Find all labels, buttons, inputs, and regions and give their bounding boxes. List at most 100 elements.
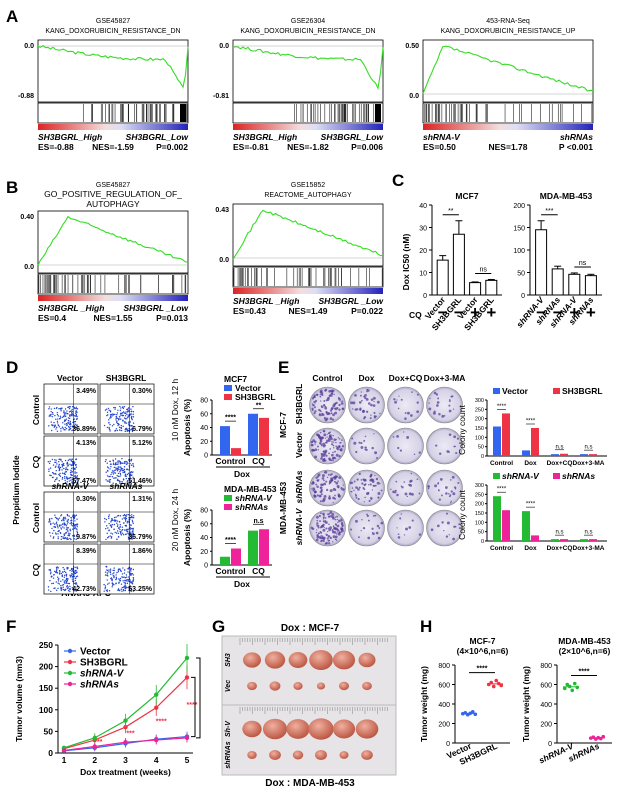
photo-row-label: SH3 <box>225 653 232 667</box>
colony-spot <box>335 401 338 405</box>
apoptosis-legend-label: shRNAs <box>235 502 268 512</box>
flow-event <box>130 413 132 416</box>
colony-tick-label: 150 <box>475 426 484 432</box>
colony-spot <box>362 526 366 530</box>
gsea-rank-gradient <box>38 124 188 130</box>
flow-event <box>60 515 62 517</box>
flow-event <box>54 472 57 475</box>
colony-spot <box>338 519 341 523</box>
flow-row-label: Control <box>31 395 41 425</box>
flow-event <box>69 533 71 535</box>
colony-tick-label: 0 <box>481 454 484 460</box>
flow-event <box>104 588 106 590</box>
colony-spot <box>359 407 362 410</box>
colony-spot <box>317 445 319 448</box>
flow-event <box>119 530 121 533</box>
tumor-specimen <box>316 682 326 690</box>
colony-spot <box>449 399 451 401</box>
tumor-specimen <box>242 720 262 738</box>
gsea-y-top: 0.0 <box>219 43 229 50</box>
flow-event <box>118 418 120 420</box>
tumor-specimen <box>339 751 349 759</box>
flow-event <box>113 523 116 526</box>
flow-event <box>123 466 126 468</box>
flow-event <box>51 582 53 585</box>
flow-event <box>119 579 121 581</box>
flow-event <box>51 527 53 530</box>
flow-event <box>69 588 71 590</box>
colony-spot <box>315 483 318 486</box>
colony-spot <box>377 497 380 499</box>
flow-event <box>53 426 56 428</box>
flow-event <box>108 475 110 478</box>
flow-event <box>120 467 123 470</box>
volume-point <box>61 748 67 753</box>
flow-event <box>106 408 108 410</box>
flow-event <box>54 514 56 516</box>
flow-event <box>66 567 69 569</box>
colony-spot <box>376 457 379 459</box>
flow-row-label: CQ <box>31 455 41 468</box>
flow-event <box>55 533 57 535</box>
flow-lower-pct: 51.46% <box>128 478 153 485</box>
tumor-specimen <box>355 719 379 739</box>
flow-event <box>111 425 114 427</box>
colony-spot <box>310 488 313 490</box>
tumor-specimen <box>269 749 281 761</box>
flow-event <box>127 514 130 516</box>
volume-tick-label: 250 <box>39 640 53 650</box>
apoptosis-tick-label: 40 <box>200 535 208 542</box>
flow-event <box>66 586 68 588</box>
flow-event <box>106 572 109 574</box>
colony-dish <box>348 509 385 547</box>
weight-tick-label: 200 <box>540 722 552 729</box>
colony-spot <box>401 486 404 489</box>
colony-spot <box>364 394 367 397</box>
colony-spot <box>370 403 373 407</box>
gsea-nes: NES=1.78 <box>489 142 528 152</box>
colony-spot <box>370 398 374 401</box>
flow-event <box>54 570 56 573</box>
flow-event <box>118 520 121 523</box>
colony-spot <box>338 403 341 407</box>
flow-event <box>65 467 67 469</box>
flow-event <box>127 571 129 573</box>
apoptosis-title: MDA-MB-453 <box>224 484 277 494</box>
flow-event <box>57 580 60 582</box>
photo-title-bottom: Dox : MDA-MB-453 <box>265 778 355 789</box>
flow-event <box>69 477 71 479</box>
colony-sig-label: n.s <box>584 530 592 536</box>
flow-event <box>56 463 58 465</box>
flow-event <box>71 570 73 573</box>
flow-event <box>124 577 127 579</box>
colony-spot <box>448 495 451 498</box>
tumor-specimen <box>361 750 373 760</box>
colony-spot <box>373 411 376 415</box>
weight-sig-label: **** <box>579 669 590 676</box>
colony-spot <box>316 494 319 497</box>
flow-plot-frame <box>99 543 155 595</box>
colony-spot <box>338 446 341 448</box>
colony-spot <box>335 445 338 448</box>
gsea-y-top: 0.0 <box>24 43 34 50</box>
apoptosis-sig-label: **** <box>225 415 236 422</box>
colony-spot <box>329 409 333 412</box>
colony-spot <box>438 498 441 501</box>
flow-event <box>110 465 112 468</box>
ic50-tick-label: 10 <box>419 271 427 278</box>
flow-event <box>58 469 61 472</box>
flow-event <box>131 572 134 575</box>
flow-event <box>127 482 129 484</box>
flow-event <box>132 574 135 576</box>
flow-event <box>132 576 135 579</box>
colony-spot <box>356 487 358 489</box>
flow-event <box>119 466 121 468</box>
flow-event <box>69 585 71 588</box>
colony-spot <box>441 521 444 524</box>
flow-event <box>74 472 76 474</box>
flow-event <box>76 417 78 420</box>
flow-event <box>121 529 123 532</box>
flow-event <box>67 417 70 419</box>
colony-spot <box>323 526 325 529</box>
colony-spot <box>454 488 457 490</box>
